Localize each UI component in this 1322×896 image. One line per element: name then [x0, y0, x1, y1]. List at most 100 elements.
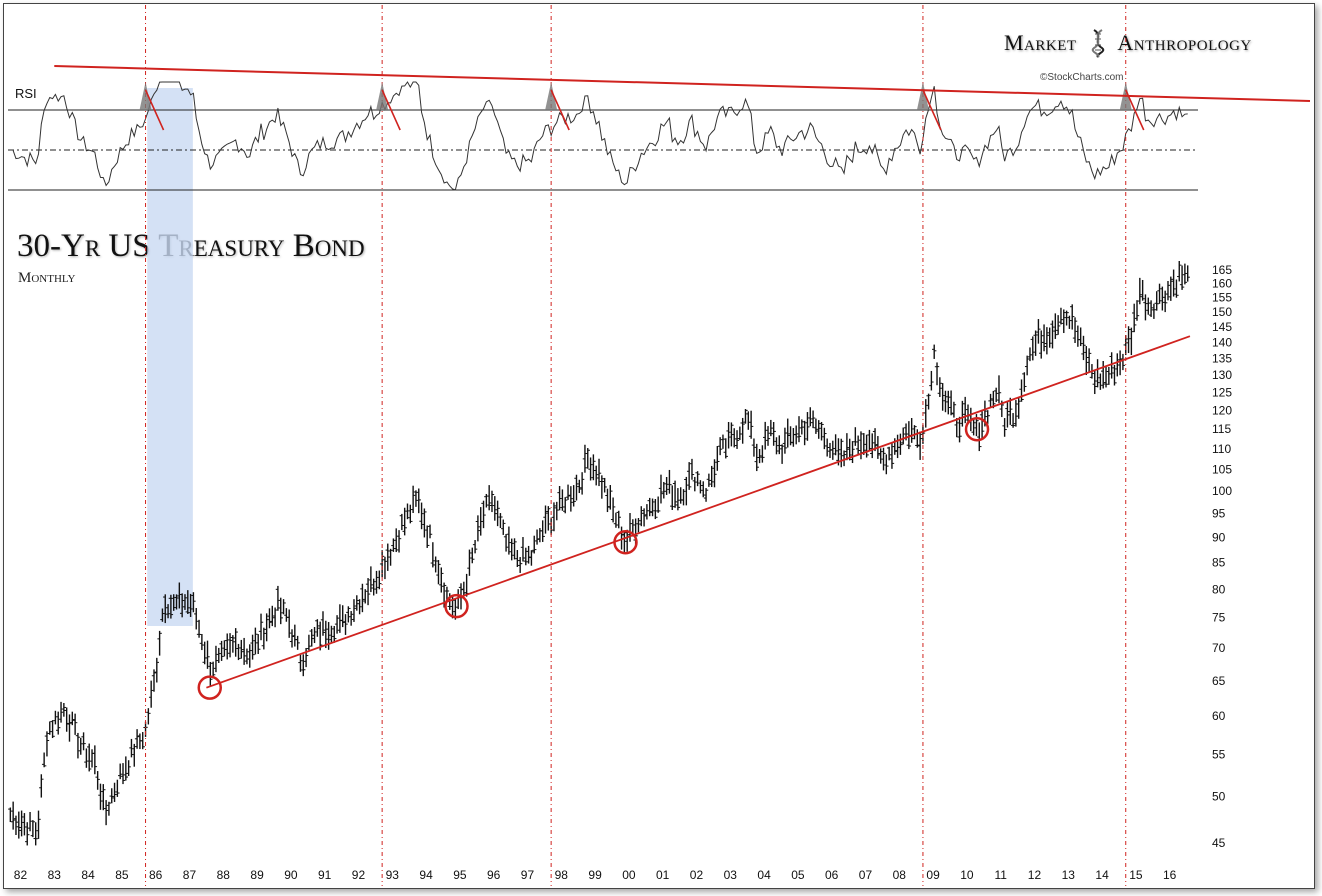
price-bar — [1027, 347, 1033, 362]
support-trendline — [206, 335, 1191, 689]
price-bar — [864, 434, 869, 458]
price-bar — [1117, 350, 1123, 376]
y-tick-label: 45 — [1212, 836, 1226, 850]
price-bar — [515, 549, 520, 568]
brand-logo: Market Anthropology — [1004, 20, 1252, 58]
price-bar — [585, 448, 590, 469]
rsi-stub-09 — [922, 89, 942, 131]
price-bar — [230, 635, 236, 653]
price-bar — [340, 605, 345, 628]
price-bar — [1140, 279, 1145, 301]
price-bar — [1143, 294, 1148, 321]
price-bar — [292, 624, 298, 647]
price-bar — [227, 633, 233, 658]
price-bar — [503, 534, 509, 552]
price-bar — [954, 418, 959, 438]
price-bar — [1109, 352, 1114, 379]
price-bar — [622, 531, 627, 554]
price-bar — [112, 782, 117, 802]
x-tick-label: 87 — [183, 868, 197, 882]
y-tick-label: 85 — [1212, 556, 1226, 570]
price-bar — [81, 732, 86, 751]
price-bar — [577, 479, 582, 494]
price-bar — [867, 429, 872, 452]
price-bar — [253, 627, 258, 655]
price-bar — [962, 396, 968, 424]
price-bar — [765, 426, 771, 446]
price-bar — [467, 549, 472, 576]
price-bar — [591, 454, 596, 481]
x-tick-label: 01 — [656, 868, 670, 882]
price-bar — [275, 585, 281, 611]
price-bar — [1005, 402, 1010, 428]
price-bar — [486, 485, 492, 511]
price-bar — [210, 661, 216, 678]
price-bar — [689, 458, 695, 480]
price-bar — [537, 528, 543, 543]
price-bar — [174, 594, 179, 610]
price-bar — [1092, 369, 1097, 395]
price-bar — [886, 446, 892, 461]
x-tick-label: 86 — [149, 868, 163, 882]
x-tick-label: 90 — [284, 868, 298, 882]
x-tick-label: 13 — [1062, 868, 1076, 882]
x-tick-label: 99 — [588, 868, 602, 882]
price-bar — [388, 548, 393, 566]
price-bar — [301, 654, 306, 677]
y-tick-label: 55 — [1212, 748, 1226, 762]
price-bar — [256, 634, 261, 655]
price-bar — [1148, 300, 1154, 317]
price-bar — [734, 430, 740, 449]
price-bar — [92, 745, 98, 775]
price-bar — [934, 362, 940, 386]
price-bar — [1134, 300, 1140, 321]
price-bar — [27, 811, 33, 832]
price-bar — [579, 472, 585, 495]
price-bar — [686, 462, 692, 490]
price-bar — [430, 542, 436, 568]
price-bar — [436, 560, 441, 585]
price-bar — [120, 763, 126, 785]
price-bar — [199, 633, 205, 651]
price-bar — [506, 526, 512, 555]
price-bar — [264, 613, 269, 642]
x-tick-label: 91 — [318, 868, 332, 882]
price-bar — [78, 737, 83, 755]
price-bar — [1157, 283, 1162, 304]
price-bar — [943, 390, 948, 413]
price-bar — [484, 493, 489, 508]
price-bar — [889, 442, 895, 469]
price-bar — [706, 473, 712, 487]
price-bar — [839, 438, 844, 468]
price-bar — [960, 400, 965, 427]
price-bar — [912, 425, 917, 440]
price-bar — [563, 497, 568, 514]
x-tick-label: 08 — [893, 868, 907, 882]
price-bar — [1047, 327, 1052, 348]
price-bar — [757, 448, 762, 464]
circled-low-0 — [197, 675, 223, 700]
price-bar — [1106, 366, 1112, 385]
price-bar — [644, 504, 650, 520]
price-bar — [489, 490, 495, 513]
price-bar — [154, 657, 160, 683]
x-tick-label: 89 — [250, 868, 264, 882]
price-bar — [289, 629, 295, 648]
price-bar — [940, 383, 945, 411]
price-bar — [782, 427, 788, 454]
price-bar — [1165, 280, 1171, 301]
price-bar — [16, 811, 21, 839]
price-bar — [1033, 330, 1038, 356]
y-tick-label: 155 — [1212, 291, 1232, 305]
price-bar — [1008, 397, 1013, 425]
price-bar — [1039, 330, 1044, 359]
price-bar — [655, 496, 661, 513]
price-bar — [250, 634, 255, 660]
price-bar — [498, 513, 503, 528]
price-bar — [1126, 326, 1131, 354]
price-bar — [1036, 319, 1041, 344]
price-bar — [872, 428, 878, 452]
x-tick-label: 10 — [960, 868, 974, 882]
x-tick-label: 98 — [555, 868, 569, 882]
price-bar — [774, 437, 779, 455]
